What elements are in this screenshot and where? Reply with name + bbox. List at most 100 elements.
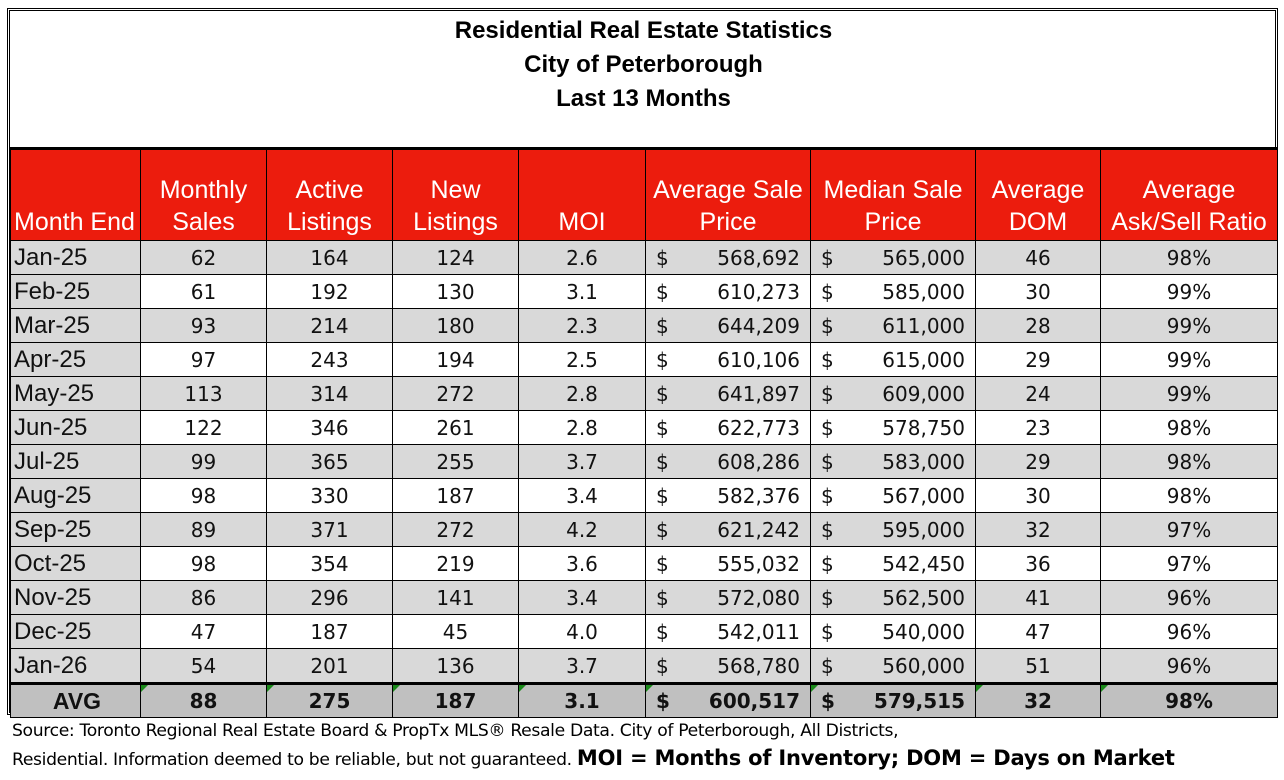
monthly-sales-cell: 113 [140, 376, 267, 411]
cell-value: 371 [310, 517, 349, 542]
average-moi: 3.1 [518, 683, 646, 718]
month-cell: May-25 [10, 376, 141, 411]
cell-value: 88 [189, 689, 218, 713]
active-listings-cell: 214 [266, 308, 393, 343]
ask-sell-ratio-cell: 99% [1100, 376, 1278, 411]
cell-value: 3.6 [566, 551, 598, 576]
cell-note-marker-icon [267, 685, 274, 692]
cell-value: 2.8 [566, 381, 598, 406]
currency-symbol: $ [821, 551, 834, 576]
average-new-listings: 187 [392, 683, 519, 718]
moi-cell: 4.0 [518, 614, 646, 649]
ask-sell-ratio-cell: 99% [1100, 308, 1278, 343]
cell-value: 615,000 [882, 347, 965, 372]
ask-sell-ratio-cell: 97% [1100, 512, 1278, 547]
cell-value: 540,000 [882, 619, 965, 644]
cell-value: 141 [436, 585, 475, 610]
column-header-monthly-sales: Monthly Sales [140, 148, 267, 241]
cell-value: 98% [1166, 483, 1212, 508]
currency-symbol: $ [821, 449, 834, 474]
currency-symbol: $ [656, 279, 669, 304]
average-dom-cell: 30 [975, 478, 1101, 513]
table-row: Feb-25 61 192 130 3.1 $610,273 $585,000 30 99% [10, 274, 1278, 309]
cell-value: 98 [190, 551, 217, 576]
table-row: Apr-25 97 243 194 2.5 $610,106 $615,000 29 99% [10, 342, 1278, 377]
average-sale-price-cell: $568,780 [645, 648, 811, 684]
cell-value: 201 [310, 653, 349, 678]
cell-value: Jul-25 [14, 447, 80, 475]
cell-value: 98% [1166, 245, 1212, 270]
currency-symbol: $ [656, 653, 669, 678]
cell-value: 608,286 [717, 449, 800, 474]
column-header-new-listings: New Listings [392, 148, 519, 241]
cell-value: 354 [310, 551, 349, 576]
cell-value: Sep-25 [14, 515, 92, 543]
average-dom-cell: 32 [975, 512, 1101, 547]
new-listings-cell: 261 [392, 410, 519, 445]
monthly-sales-cell: 47 [140, 614, 267, 649]
moi-cell: 3.6 [518, 546, 646, 581]
cell-value: 565,000 [882, 245, 965, 270]
cell-value: 61 [190, 279, 217, 304]
cell-note-marker-icon [646, 685, 653, 692]
cell-value: 164 [310, 245, 349, 270]
cell-value: 24 [1025, 381, 1051, 406]
cell-value: 562,500 [882, 585, 965, 610]
cell-value: Jan-25 [14, 243, 88, 271]
table-row: Mar-25 93 214 180 2.3 $644,209 $611,000 28 99% [10, 308, 1278, 343]
new-listings-cell: 187 [392, 478, 519, 513]
currency-symbol: $ [821, 585, 834, 610]
moi-cell: 2.6 [518, 240, 646, 275]
cell-value: 622,773 [717, 415, 800, 440]
column-header-month-end: Month End [10, 148, 141, 241]
moi-cell: 3.4 [518, 580, 646, 615]
cell-value: 32 [1025, 517, 1051, 542]
cell-note-marker-icon [519, 685, 526, 692]
month-cell: Jul-25 [10, 444, 141, 479]
cell-value: 568,692 [717, 245, 800, 270]
active-listings-cell: 164 [266, 240, 393, 275]
header-row: Month End Monthly Sales Active Listings Ne… [10, 148, 1278, 241]
cell-value: 113 [184, 381, 223, 406]
source-line-1: Source: Toronto Regional Real Estate Boa… [12, 721, 899, 741]
median-sale-price-cell: $562,500 [810, 580, 976, 615]
cell-value: 3.4 [566, 585, 598, 610]
median-sale-price-cell: $565,000 [810, 240, 976, 275]
currency-symbol: $ [821, 245, 834, 270]
average-sale-price-cell: $555,032 [645, 546, 811, 581]
cell-value: 54 [190, 653, 217, 678]
table-row: Nov-25 86 296 141 3.4 $572,080 $562,500 41 96% [10, 580, 1278, 615]
cell-value: 99% [1166, 381, 1212, 406]
cell-value: Nov-25 [14, 583, 92, 611]
cell-value: 2.8 [566, 415, 598, 440]
column-header-label: Active [295, 176, 364, 204]
cell-value: 610,273 [717, 279, 800, 304]
report-title: Residential Real Estate Statistics [454, 17, 833, 44]
average-dom-cell: 41 [975, 580, 1101, 615]
cell-value: 644,209 [717, 313, 800, 338]
average-median-price: $579,515 [810, 683, 976, 718]
cell-value: 641,897 [717, 381, 800, 406]
cell-value: 98% [1166, 415, 1212, 440]
cell-value: 97% [1166, 551, 1212, 576]
cell-value: 23 [1025, 415, 1051, 440]
monthly-sales-cell: 86 [140, 580, 267, 615]
monthly-sales-cell: 98 [140, 546, 267, 581]
average-dom-cell: 36 [975, 546, 1101, 581]
cell-value: 28 [1025, 313, 1051, 338]
average-sale-price-cell: $572,080 [645, 580, 811, 615]
cell-value: 555,032 [717, 551, 800, 576]
cell-value: 89 [190, 517, 217, 542]
cell-value: 610,106 [717, 347, 800, 372]
cell-value: 567,000 [882, 483, 965, 508]
table-row: Jun-25 122 346 261 2.8 $622,773 $578,750 23 98% [10, 410, 1278, 445]
column-header-label: Price [864, 208, 922, 236]
median-sale-price-cell: $611,000 [810, 308, 976, 343]
column-header-median-sale-price: Median Sale Price [810, 148, 976, 241]
cell-value: 579,515 [873, 689, 965, 713]
cell-value: Jan-26 [14, 651, 88, 679]
month-cell: Mar-25 [10, 308, 141, 343]
median-sale-price-cell: $540,000 [810, 614, 976, 649]
median-sale-price-cell: $615,000 [810, 342, 976, 377]
cell-value: 180 [436, 313, 475, 338]
